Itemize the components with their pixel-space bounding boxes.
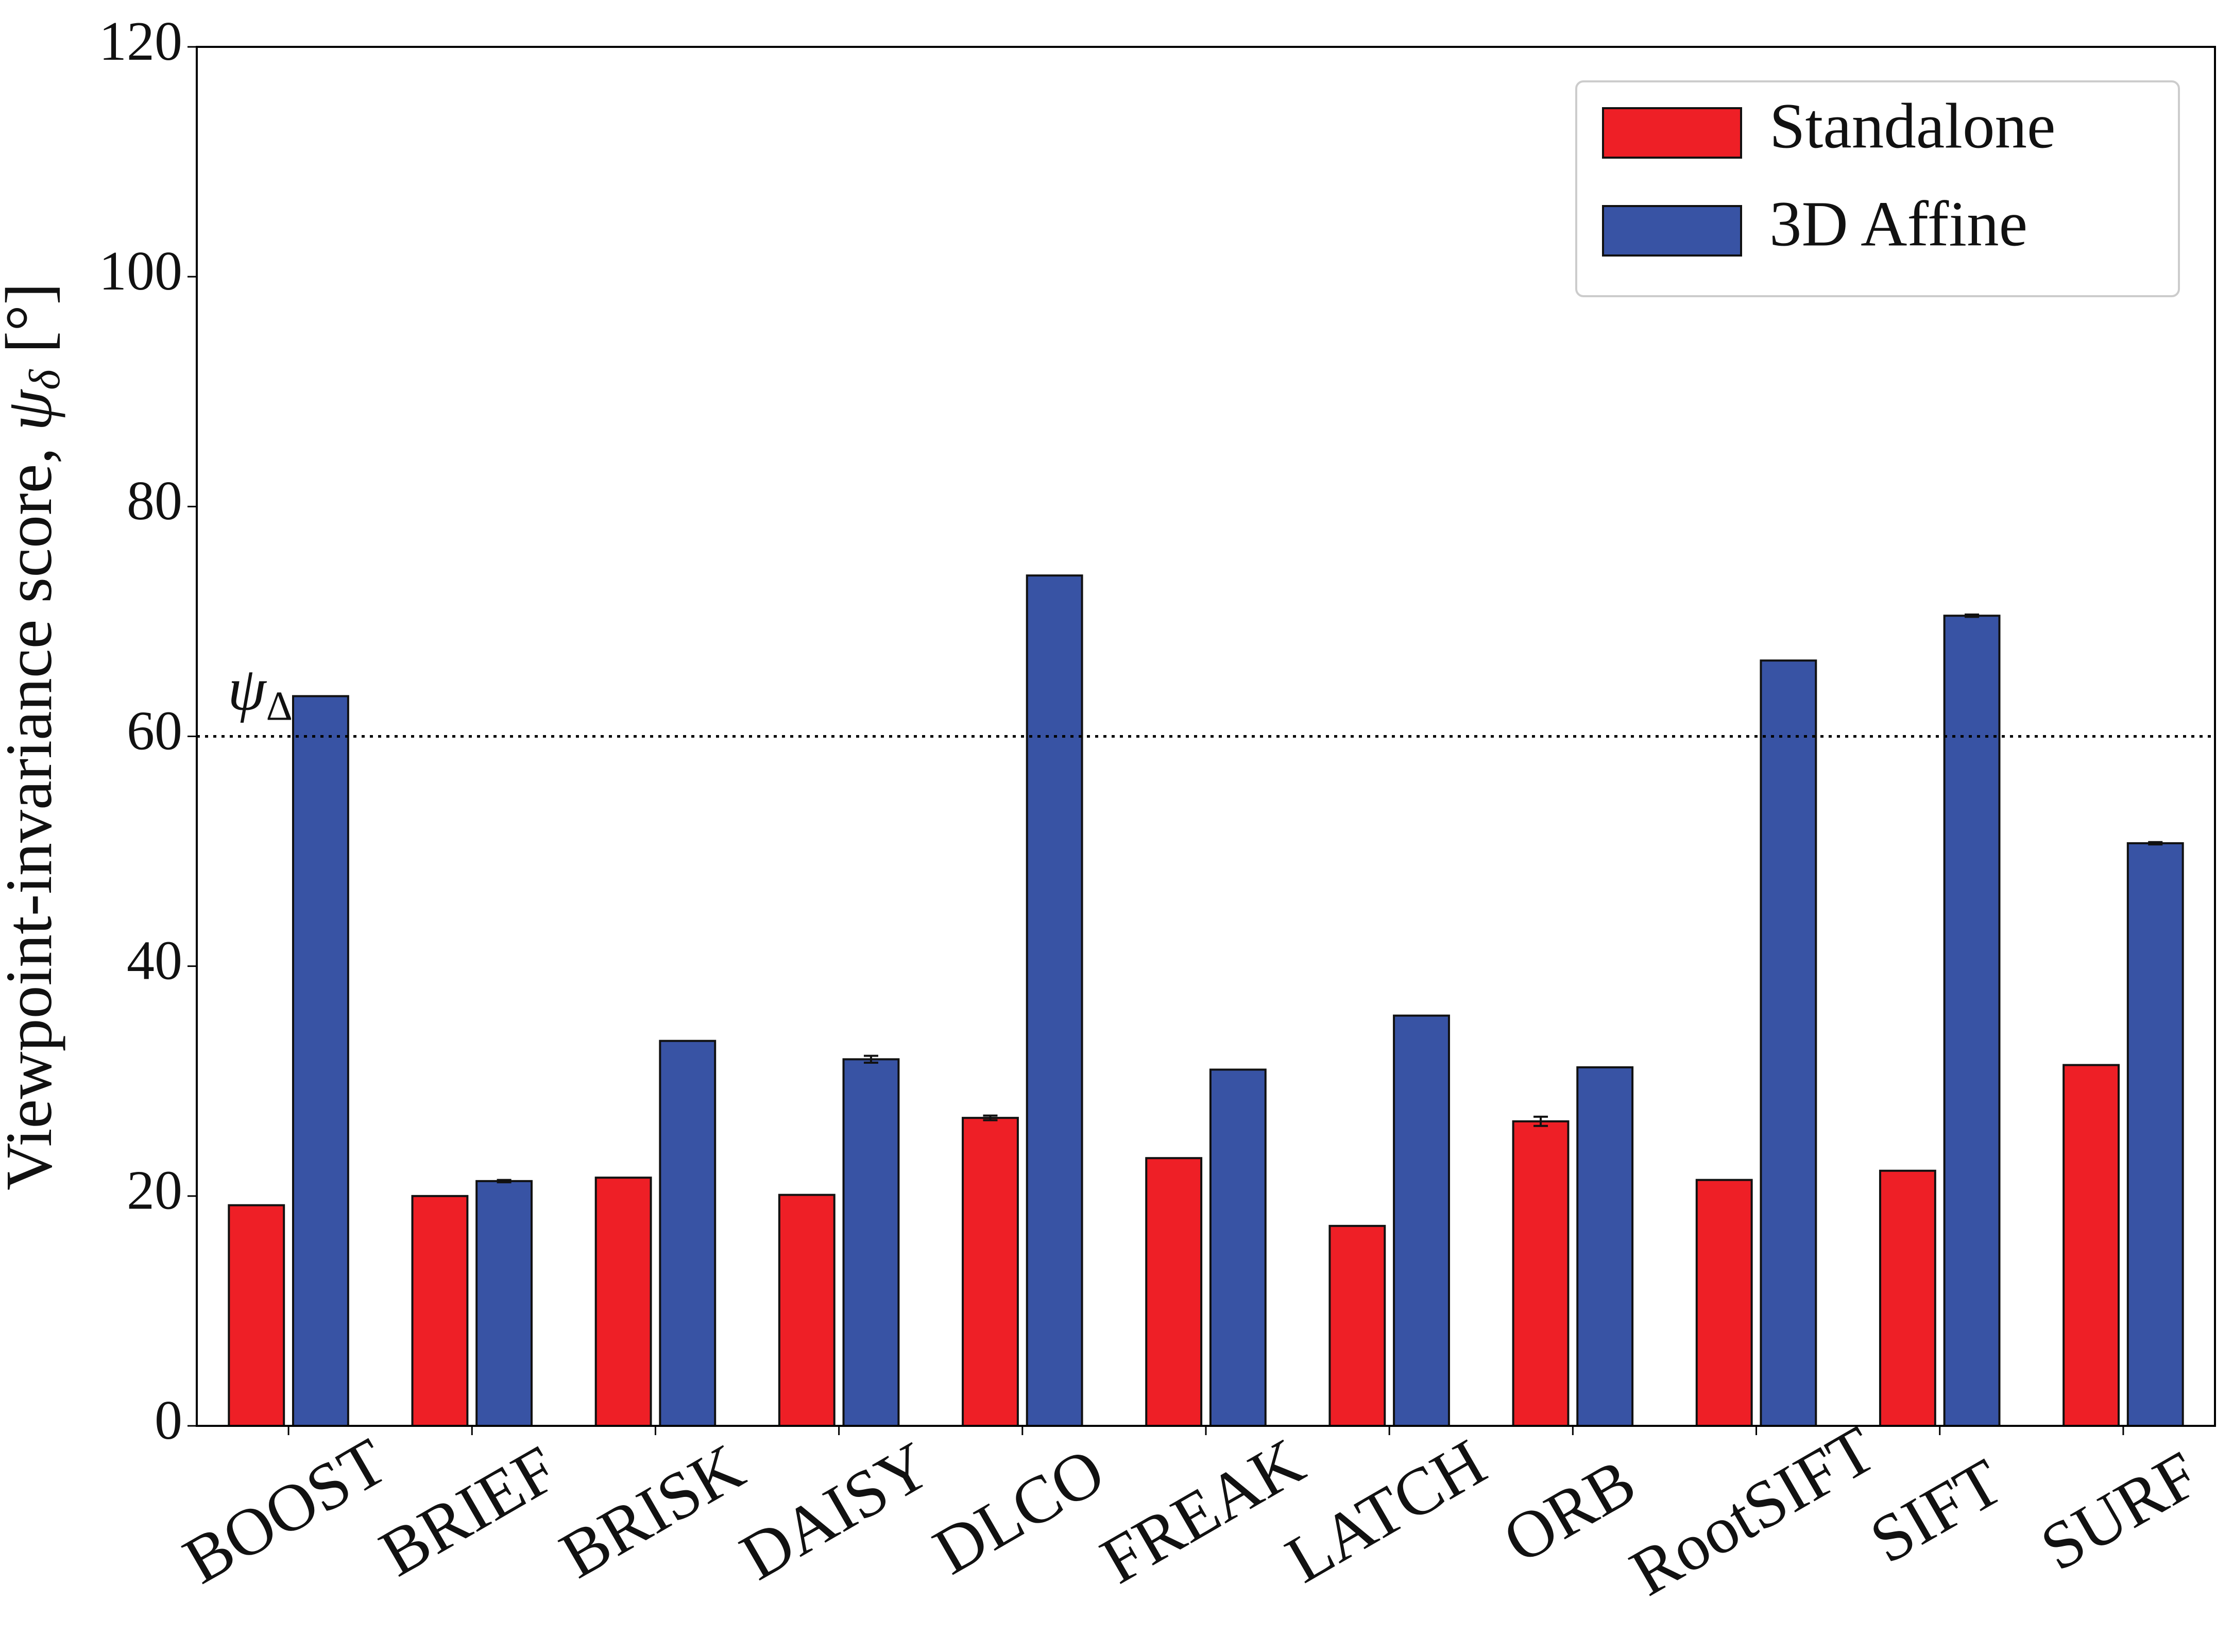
x-tick-label: LATCH bbox=[1274, 1425, 1498, 1597]
x-tick-label: ORB bbox=[1491, 1444, 1647, 1577]
bar bbox=[1512, 1120, 1570, 1427]
error-bar bbox=[983, 1114, 998, 1121]
bar bbox=[594, 1177, 652, 1427]
plot-frame bbox=[196, 46, 2216, 1427]
y-label-text: Viewpoint-invariance score, bbox=[0, 431, 65, 1190]
bar bbox=[2126, 842, 2184, 1427]
bar bbox=[1879, 1169, 1936, 1427]
y-tick-label: 40 bbox=[127, 930, 182, 991]
error-bar bbox=[497, 1179, 512, 1184]
threshold-label: ψΔ bbox=[228, 654, 293, 729]
x-tick-label: FREAK bbox=[1089, 1424, 1316, 1598]
bar bbox=[659, 1040, 717, 1427]
x-tick-label: BRIEF bbox=[368, 1432, 569, 1591]
bar bbox=[228, 1204, 285, 1427]
bar bbox=[842, 1058, 900, 1427]
bar bbox=[292, 695, 349, 1427]
error-bar bbox=[2148, 841, 2163, 846]
bar bbox=[1576, 1066, 1634, 1427]
error-bar bbox=[1533, 1115, 1548, 1127]
bar bbox=[411, 1195, 469, 1427]
bar bbox=[962, 1117, 1019, 1427]
x-tick-label: BOOST bbox=[172, 1424, 399, 1598]
threshold-symbol: ψ bbox=[228, 654, 267, 723]
y-tick-label: 20 bbox=[127, 1160, 182, 1221]
legend-swatch bbox=[1602, 107, 1742, 159]
y-tick-label: 60 bbox=[127, 700, 182, 761]
y-label-symbol: ψ bbox=[0, 389, 65, 431]
legend-label: 3D Affine bbox=[1769, 189, 2027, 260]
x-tick-label: RootSIFT bbox=[1618, 1412, 1887, 1610]
y-tick-label: 100 bbox=[99, 241, 182, 302]
y-tick-label: 120 bbox=[99, 11, 182, 72]
y-tick-label: 0 bbox=[155, 1390, 182, 1451]
bar bbox=[1393, 1014, 1450, 1427]
x-tick-label: SIFT bbox=[1858, 1444, 2014, 1577]
bar bbox=[2062, 1064, 2120, 1427]
x-tick-label: BRISK bbox=[548, 1430, 756, 1593]
y-label-unit: [°] bbox=[0, 283, 65, 369]
y-axis-label: Viewpoint-invariance score, ψδ [°] bbox=[0, 283, 69, 1190]
bar bbox=[1760, 659, 1817, 1427]
legend-label: Standalone bbox=[1769, 91, 2055, 162]
bar bbox=[778, 1194, 836, 1427]
y-tick-label: 80 bbox=[127, 470, 182, 532]
y-label-subscript: δ bbox=[21, 369, 69, 390]
x-tick-label: DAISY bbox=[728, 1428, 943, 1594]
bar bbox=[1209, 1068, 1267, 1427]
x-tick-label: SURF bbox=[2029, 1437, 2211, 1585]
bar bbox=[1328, 1224, 1386, 1427]
error-bar bbox=[863, 1054, 878, 1064]
threshold-subscript: Δ bbox=[266, 684, 293, 729]
x-tick-label: DLCO bbox=[922, 1434, 1116, 1589]
bar bbox=[1026, 574, 1083, 1427]
bar bbox=[1145, 1157, 1203, 1427]
legend-swatch bbox=[1602, 205, 1742, 257]
bar bbox=[1695, 1179, 1753, 1427]
bar bbox=[475, 1180, 533, 1427]
error-bar bbox=[1965, 614, 1980, 618]
